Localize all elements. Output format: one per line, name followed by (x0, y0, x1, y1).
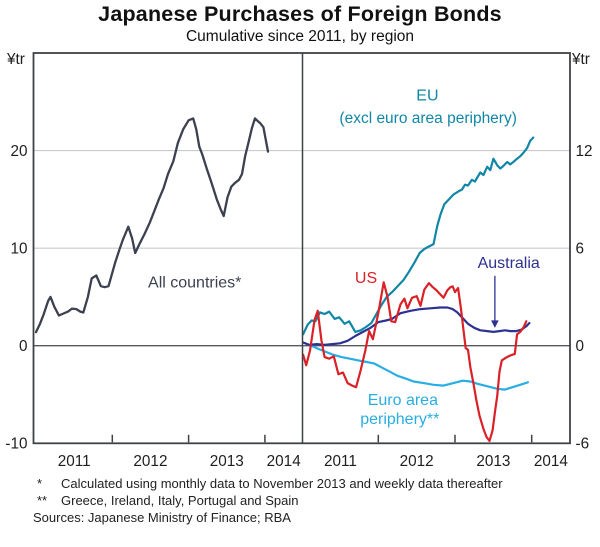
left-axis-label-20: 20 (10, 143, 27, 160)
series-line-eu-excl-euro-area-periphery (302, 136, 535, 336)
footnote-2-text: Greece, Ireland, Italy, Portugal and Spa… (61, 493, 299, 508)
left-axis-unit: ¥tr (6, 51, 25, 68)
periphery-label-line2: periphery** (360, 411, 439, 428)
x-year-label-2011-panel1: 2011 (58, 453, 91, 470)
all-countries-label: All countries* (148, 274, 241, 291)
right-axis-label-12: 12 (576, 143, 593, 160)
australia-arrow-head (491, 320, 499, 328)
sources-line: Sources: Japanese Ministry of Finance; R… (33, 510, 291, 525)
australia-label: Australia (478, 255, 540, 272)
series-line-us (302, 281, 528, 442)
eu-label-line1: EU (416, 87, 438, 104)
footnote-2-marker: ** (37, 493, 48, 508)
eu-label-line2: (excl euro area periphery) (339, 110, 516, 127)
footnote-2: ** Greece, Ireland, Italy, Portugal and … (33, 492, 573, 509)
x-year-label-2013-panel2: 2013 (476, 453, 510, 470)
right-axis-unit: ¥tr (571, 51, 590, 68)
series-line-euro-area-periphery (302, 341, 530, 391)
x-year-label-2014-panel2: 2014 (534, 453, 569, 470)
x-year-label-2011-panel2: 2011 (324, 453, 357, 470)
us-label: US (355, 270, 377, 287)
page-subtitle: Cumulative since 2011, by region (185, 28, 415, 45)
x-year-label-2012-panel1: 2012 (133, 453, 167, 470)
footnote-1-text: Calculated using monthly data to Novembe… (61, 476, 503, 491)
periphery-label-line1: Euro area (368, 392, 438, 409)
right-axis-label-6: 6 (576, 240, 585, 257)
x-year-label-2014-panel1: 2014 (267, 453, 302, 470)
left-axis-label-10: 10 (10, 240, 27, 257)
footnote-1: * Calculated using monthly data to Novem… (33, 475, 573, 492)
x-year-label-2012-panel2: 2012 (400, 453, 434, 470)
x-year-label-2013-panel1: 2013 (210, 453, 244, 470)
right-axis-label-0: 0 (576, 338, 585, 355)
footnotes: * Calculated using monthly data to Novem… (33, 475, 573, 526)
series-line-australia (302, 306, 531, 346)
left-axis-label--10: -10 (5, 436, 27, 453)
right-axis-label--6: -6 (576, 436, 590, 453)
series-line-all-countries (34, 117, 270, 334)
page-title: Japanese Purchases of Foreign Bonds (98, 2, 502, 26)
left-axis-label-0: 0 (19, 338, 28, 355)
footnote-1-marker: * (37, 476, 43, 491)
